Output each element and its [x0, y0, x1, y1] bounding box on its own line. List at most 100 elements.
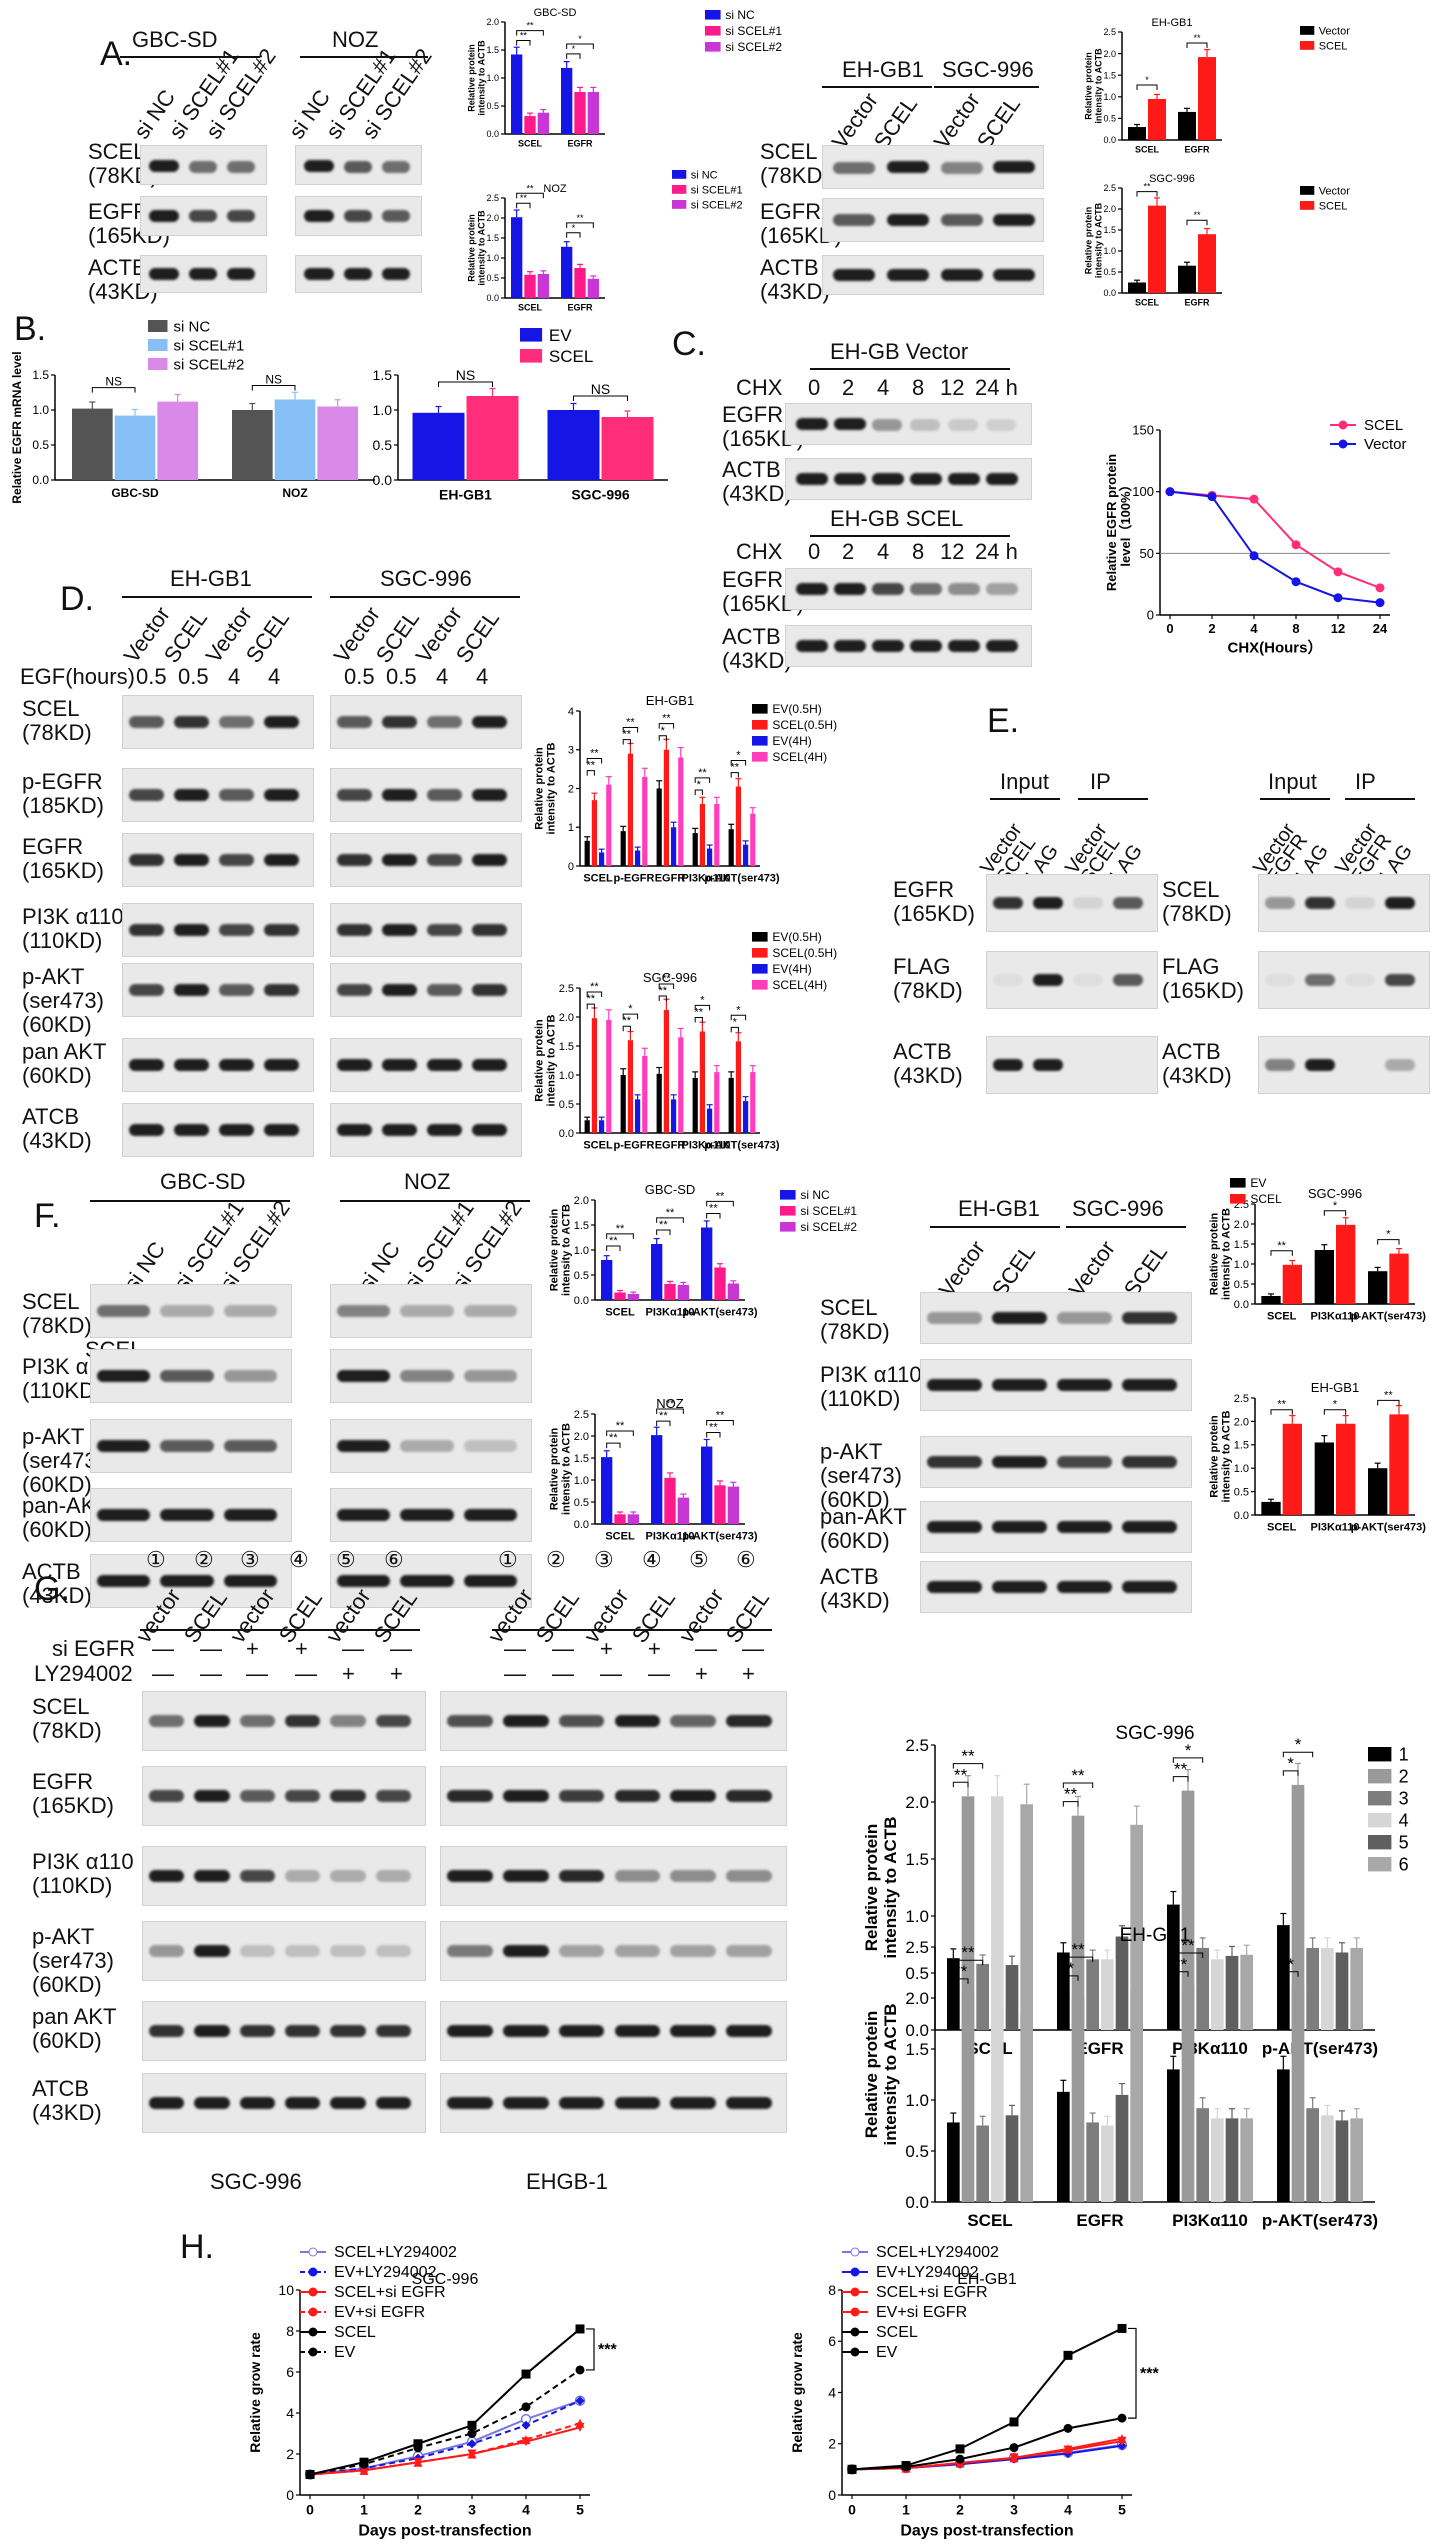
- bar: [991, 1796, 1004, 2030]
- si-egfr-mark: +: [648, 1636, 661, 1661]
- bar: [663, 749, 669, 866]
- bar: [627, 1294, 639, 1300]
- bar: [547, 410, 600, 480]
- significance-bracket: [1323, 1210, 1347, 1216]
- significance-bracket: [1136, 191, 1158, 197]
- egf-time: 4: [476, 664, 489, 689]
- bar: [1306, 2108, 1319, 2202]
- significance-bracket: [730, 759, 747, 766]
- bar: [678, 1037, 684, 1133]
- blot-row-label: ACTB (43KD): [722, 457, 792, 506]
- significance-label: **: [520, 30, 528, 40]
- group-underline: [120, 56, 260, 58]
- significance-bracket: [730, 772, 739, 778]
- chart-title: SGC-996: [1149, 173, 1195, 185]
- series-line: [851, 2327, 1123, 2471]
- data-point: [467, 2439, 477, 2449]
- bar: [1368, 1468, 1388, 1515]
- bar: [1181, 1985, 1195, 2202]
- western-blot-image: [440, 1766, 787, 1826]
- data-point: [1063, 2350, 1073, 2360]
- legend-label: SCEL: [1319, 200, 1348, 212]
- y-tick-label: 0.5: [1103, 114, 1116, 124]
- data-point: [955, 2454, 965, 2464]
- group-underline: [934, 86, 1039, 88]
- y-axis-label-line: Relative protein: [466, 214, 476, 282]
- legend-label: 2: [1399, 1767, 1409, 1787]
- bar: [1335, 2120, 1349, 2202]
- x-tick-label: 5: [1118, 2502, 1126, 2518]
- si-egfr-mark: —: [552, 1636, 574, 1661]
- significance-bracket: [656, 1408, 684, 1415]
- significance-bracket: [1270, 1250, 1293, 1256]
- x-tick-label: 4: [522, 2502, 530, 2518]
- y-tick-label: 1.0: [574, 1245, 589, 1257]
- y-axis-label: Relative grow rate: [789, 2332, 805, 2453]
- x-tick-label: EGFR: [567, 303, 593, 313]
- y-tick-label: 1.0: [373, 402, 393, 418]
- x-tick-label: 3: [1010, 2502, 1018, 2518]
- data-point: [1063, 2423, 1073, 2433]
- legend-swatch: [780, 1190, 796, 1200]
- blot-row-label: p-AKT (ser473) (60KD): [22, 964, 104, 1037]
- legend-label: SCEL: [1319, 40, 1348, 52]
- blot-row-label: SCEL (78KD): [760, 139, 830, 188]
- x-tick-label: EGFR: [1184, 145, 1210, 155]
- legend-label: EV+si EGFR: [876, 2304, 967, 2321]
- significance-bracket: [622, 1025, 631, 1032]
- bar: [1115, 1936, 1129, 2030]
- bar: [1167, 2069, 1180, 2202]
- western-blot-image: [140, 145, 267, 185]
- x-tick-label: 12: [1331, 621, 1345, 636]
- chart-f4: EH-GB1 0.0 0.5 1.0 1.5 2.0 2.5 SCEL PI3Kα110p-AK…: [1234, 1380, 1427, 1533]
- y-axis-label: Relative protein intensity to ACTB: [466, 40, 486, 116]
- series-line: [309, 2422, 581, 2476]
- y-tick-label: 2: [286, 2446, 294, 2462]
- x-tick-label: EGFR: [655, 872, 686, 884]
- legend-swatch: [1368, 1857, 1392, 1872]
- significance-bracket: [658, 735, 667, 741]
- y-axis-label-line: intensity to ACTB: [881, 1817, 900, 1959]
- y-axis-label: Relative grow rate: [247, 2332, 263, 2453]
- data-point: [1117, 2441, 1127, 2451]
- y-axis-label-line: Relative protein: [1083, 207, 1093, 275]
- significance-bracket: [586, 758, 603, 764]
- group-underline: [300, 56, 428, 58]
- cell-line-label: SGC-996: [210, 2169, 302, 2194]
- bar: [1181, 1790, 1195, 2030]
- y-axis-label-line: Relative protein: [1083, 52, 1093, 120]
- chart-b2: 0.0 0.5 1.0 1.5 EH-GB1 SGC-996 NS NS EV SCEL: [373, 326, 668, 503]
- blot-row-label: ACTB (43KD): [760, 255, 830, 304]
- legend-swatch: [672, 200, 687, 209]
- ly-mark: —: [295, 1661, 317, 1686]
- y-axis-label: Relative protein intensity to ACTB: [862, 2004, 900, 2146]
- x-tick-label: 2: [956, 2502, 964, 2518]
- significance-bracket: [622, 727, 639, 733]
- significance-bracket: [251, 385, 296, 391]
- bar: [1291, 1985, 1305, 2202]
- significance-bracket: [656, 1229, 671, 1235]
- bar: [664, 1477, 676, 1524]
- chart-title: GBC-SD: [645, 1182, 696, 1197]
- y-tick-label: 0.0: [32, 473, 49, 487]
- bar: [678, 757, 684, 866]
- significance-bracket: [1377, 1399, 1400, 1406]
- y-axis-label-line: Relative EGFR mRNA level: [10, 351, 24, 503]
- panel-letter-g: G.: [34, 1570, 70, 1608]
- bar: [511, 54, 523, 135]
- y-axis-label: Relative protein intensity to ACTB: [1083, 48, 1103, 124]
- chart-title: EH-GB1: [957, 2271, 1017, 2288]
- data-point: [1117, 2413, 1127, 2423]
- blot-row-label: PI3K α110 (110KD): [32, 1849, 134, 1898]
- bar: [656, 788, 662, 866]
- y-axis-label-line: Relative grow rate: [789, 2332, 805, 2453]
- blot-row-label: p-AKT (ser473) (60KD): [32, 1924, 114, 1997]
- y-tick-label: 2.5: [1234, 1393, 1249, 1405]
- x-axis-label: Days post-transfection: [900, 2523, 1073, 2540]
- bar: [1196, 1947, 1209, 2030]
- x-tick-label: SCEL: [518, 139, 543, 149]
- significance-label: **: [961, 1943, 975, 1962]
- bar: [976, 1963, 989, 2030]
- chart-h2: EH-GB1 0 2 4 6 8 Days post-transfection 0 1 2 3 4 5 *…: [828, 2244, 1159, 2540]
- bar: [591, 1018, 597, 1133]
